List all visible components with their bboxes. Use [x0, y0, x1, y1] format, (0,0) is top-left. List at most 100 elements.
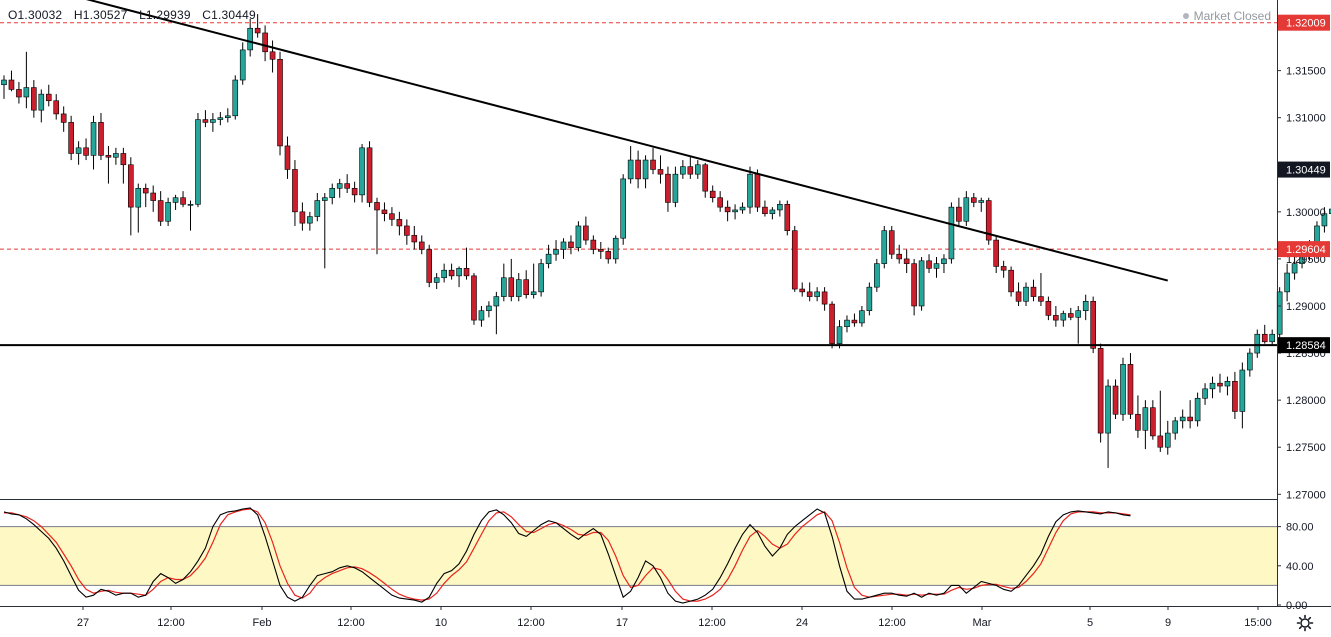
candle-down	[896, 253, 903, 260]
candle-up	[314, 200, 321, 217]
stochastic-k-line	[3, 507, 1131, 604]
candle-up	[1269, 333, 1275, 343]
candle-up	[456, 268, 462, 277]
candle-up	[1023, 286, 1029, 302]
candle-down	[1097, 348, 1104, 434]
time-tick-label: 12:00	[337, 617, 365, 629]
candle-up	[814, 291, 820, 297]
time-tick-label: 10	[435, 617, 447, 629]
candle-up	[530, 291, 537, 295]
candle-up	[165, 202, 171, 222]
time-tick-label: 27	[77, 617, 89, 629]
candle-up	[478, 310, 485, 321]
candle-down	[60, 113, 67, 123]
indicator-tick-label: 0.00	[1286, 600, 1307, 612]
candle-up	[321, 197, 328, 201]
candle-down	[568, 241, 574, 248]
support-price-label-box	[1278, 337, 1330, 354]
candle-down	[590, 239, 597, 250]
candle-up	[680, 166, 686, 175]
candle-up	[672, 173, 679, 203]
candle-up	[739, 206, 746, 211]
candle-down	[1261, 333, 1268, 343]
price-tick-label: 1.29000	[1286, 301, 1326, 313]
candle-down	[1217, 382, 1223, 387]
candle-up	[575, 225, 582, 248]
candle-down	[16, 89, 22, 98]
candle-down	[754, 173, 761, 208]
candle-down	[471, 275, 477, 321]
candle-down	[523, 279, 530, 295]
candle-down	[1127, 364, 1134, 415]
ohlc-legend: O1.30032 H1.30527 L1.29939 C1.30449	[8, 8, 264, 22]
candle-down	[1187, 416, 1193, 422]
candle-up	[836, 326, 843, 344]
candle-down	[888, 230, 895, 255]
candle-down	[277, 59, 283, 147]
price-tick-label: 1.31500	[1286, 66, 1326, 78]
time-tick-label: 5	[1087, 617, 1093, 629]
candle-up	[336, 183, 343, 189]
candle-down	[1157, 435, 1164, 448]
candle-down	[1053, 315, 1059, 321]
candle-up	[113, 153, 119, 158]
candle-up	[553, 249, 559, 255]
candle-down	[784, 204, 791, 231]
candle-down	[262, 32, 268, 53]
candle-down	[157, 200, 164, 222]
candle-up	[777, 204, 783, 211]
candle-down	[717, 197, 723, 208]
candle-up	[948, 206, 955, 260]
status-dot-icon	[1182, 13, 1189, 19]
descending-trendline[interactable]	[0, 0, 1169, 282]
candle-up	[918, 260, 925, 307]
gear-icon[interactable]	[1296, 614, 1314, 632]
candle-down	[1038, 296, 1044, 302]
candle-down	[508, 277, 515, 297]
candle-down	[83, 147, 89, 156]
price-tick-label: 1.30000	[1286, 207, 1326, 219]
candle-up	[1209, 382, 1216, 390]
candle-down	[120, 153, 127, 166]
indicator-tick-label: 80.00	[1286, 522, 1314, 534]
candle-up	[38, 93, 45, 111]
candle-down	[381, 209, 388, 215]
candle-up	[747, 173, 753, 208]
candle-down	[791, 230, 798, 290]
time-tick-label: 12:00	[157, 617, 185, 629]
stochastic-d-line	[4, 508, 1131, 602]
last-price-label: 1.30449	[1286, 165, 1326, 177]
candle-down	[1150, 407, 1156, 437]
candle-down	[926, 260, 932, 269]
candle-up	[1321, 213, 1328, 227]
candle-down	[911, 263, 917, 307]
candle-up	[1247, 352, 1253, 371]
candle-down	[1135, 413, 1141, 431]
candle-down	[1015, 291, 1022, 302]
candle-up	[1172, 420, 1179, 434]
candle-down	[1067, 313, 1074, 318]
candle-down	[829, 303, 835, 344]
candle-down	[150, 192, 156, 201]
candle-down	[821, 291, 828, 305]
candle-up	[620, 178, 626, 239]
candle-down	[665, 173, 671, 203]
candle-down	[597, 249, 604, 252]
last-price-label-box	[1278, 161, 1330, 178]
candle-down	[799, 288, 806, 293]
candle-up	[515, 279, 522, 297]
candle-down	[956, 206, 962, 222]
candle-up	[195, 119, 201, 205]
candle-down	[650, 159, 656, 170]
level-price-label-box	[1278, 241, 1330, 258]
candle-up	[172, 197, 179, 203]
candle-up	[1284, 272, 1290, 293]
candle-down	[53, 100, 60, 115]
candle-down	[1045, 300, 1052, 316]
candle-up	[501, 277, 507, 297]
candle-up	[560, 241, 567, 250]
time-tick-label: 9	[1165, 617, 1171, 629]
candle-up	[217, 117, 224, 120]
